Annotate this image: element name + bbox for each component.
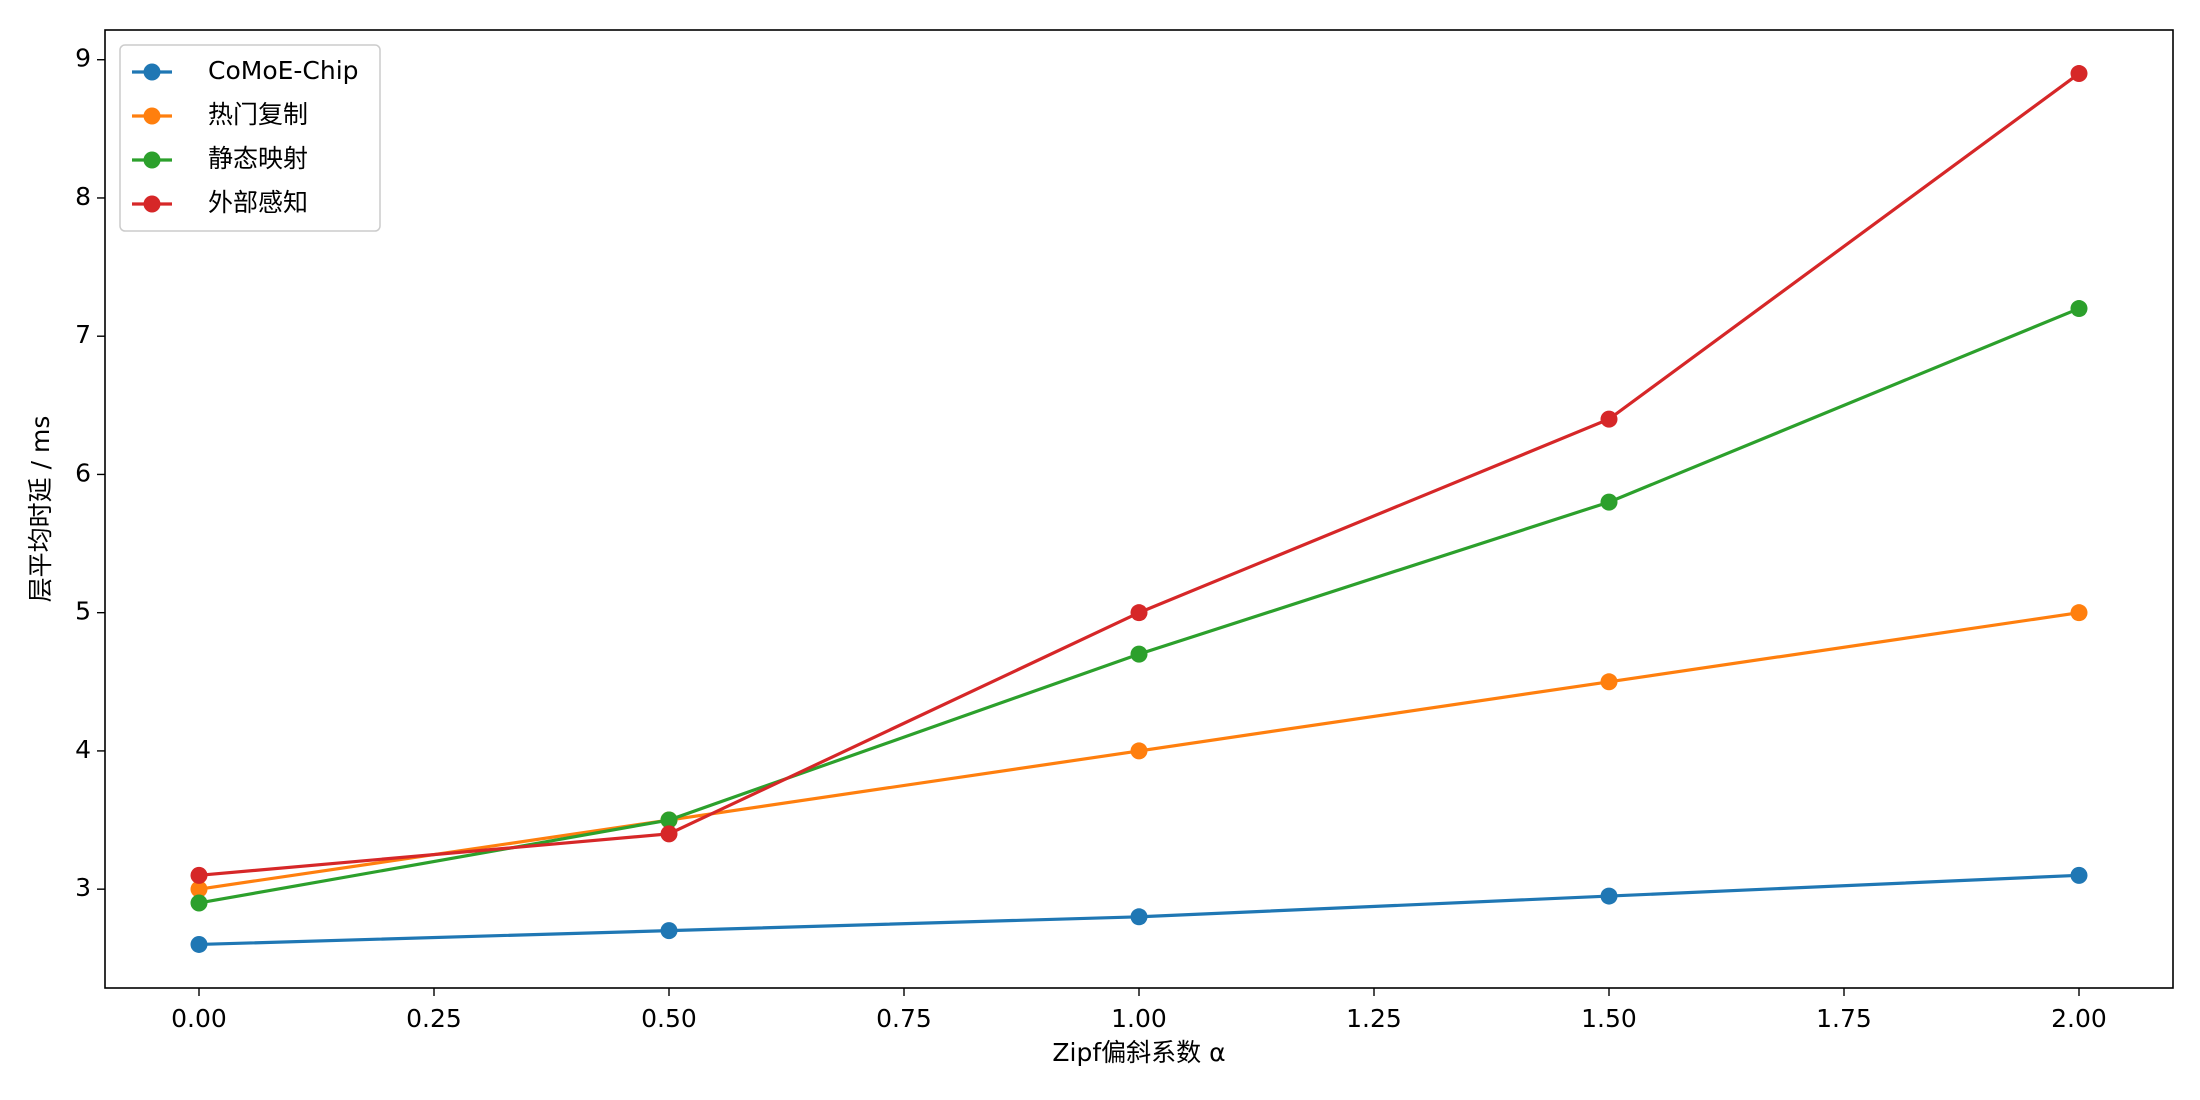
y-tick-label: 7 (75, 320, 91, 349)
data-point (1600, 673, 1618, 691)
y-tick-label: 9 (75, 44, 91, 73)
x-tick-label: 0.00 (171, 1004, 227, 1033)
legend-marker (143, 107, 161, 125)
data-point (190, 894, 208, 912)
y-tick-label: 8 (75, 182, 91, 211)
legend-box (119, 44, 381, 232)
x-tick-label: 0.50 (641, 1004, 697, 1033)
x-tick-label: 2.00 (2051, 1004, 2107, 1033)
data-point (660, 825, 678, 843)
legend-marker (143, 195, 161, 213)
data-point (190, 880, 208, 898)
data-point (1600, 887, 1618, 905)
data-point (1130, 645, 1148, 663)
legend-label: 静态映射 (208, 144, 308, 173)
data-point (660, 811, 678, 829)
x-axis-label: Zipf偏斜系数 α (1052, 1038, 1225, 1067)
legend-marker (143, 151, 161, 169)
data-point (190, 935, 208, 953)
y-axis-label: 层平均时延 / ms (26, 416, 55, 603)
legend-label: CoMoE-Chip (208, 56, 359, 85)
data-point (2070, 866, 2088, 884)
x-tick-label: 0.75 (876, 1004, 932, 1033)
y-tick-label: 4 (75, 735, 91, 764)
x-tick-label: 1.25 (1346, 1004, 1402, 1033)
y-tick-label: 3 (75, 873, 91, 902)
data-point (1130, 908, 1148, 926)
data-point (1600, 493, 1618, 511)
x-tick-label: 1.75 (1816, 1004, 1872, 1033)
legend-label: 外部感知 (208, 188, 308, 217)
plot-frame (104, 29, 2174, 989)
x-tick-label: 1.50 (1581, 1004, 1637, 1033)
y-tick-label: 6 (75, 458, 91, 487)
legend-label: 热门复制 (208, 100, 308, 129)
data-point (2070, 300, 2088, 318)
data-point (1130, 604, 1148, 622)
x-tick-label: 0.25 (406, 1004, 462, 1033)
x-tick-label: 1.00 (1111, 1004, 1167, 1033)
legend-marker (143, 63, 161, 81)
data-point (2070, 604, 2088, 622)
data-point (1130, 742, 1148, 760)
data-point (2070, 65, 2088, 83)
data-point (660, 922, 678, 940)
data-point (190, 866, 208, 884)
data-point (1600, 410, 1618, 428)
y-tick-label: 5 (75, 597, 91, 626)
